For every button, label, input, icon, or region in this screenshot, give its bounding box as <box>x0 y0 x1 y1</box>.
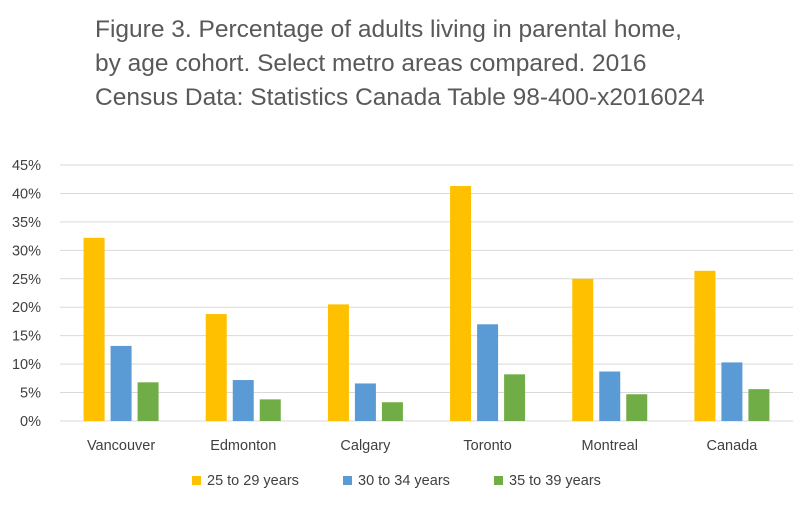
bar-canada-30-to-34-years <box>721 362 743 421</box>
bar-montreal-25-to-29-years <box>572 278 594 421</box>
title-line-3: Census Data: Statistics Canada Table 98-… <box>95 84 705 111</box>
bar-canada-25-to-29-years <box>694 270 716 421</box>
legend-swatch <box>192 476 201 485</box>
y-tick-label: 40% <box>12 186 41 202</box>
y-tick-label: 25% <box>12 272 41 288</box>
title-line-2: by age cohort. Select metro areas compar… <box>95 50 647 77</box>
x-category-label: Vancouver <box>87 438 155 454</box>
legend: 25 to 29 years 30 to 34 years 35 to 39 yea… <box>192 473 601 489</box>
y-tick-label: 5% <box>20 386 41 402</box>
bar-calgary-30-to-34-years <box>354 383 376 421</box>
x-category-label: Toronto <box>463 438 511 454</box>
bar-toronto-30-to-34-years <box>477 324 499 421</box>
x-category-label: Edmonton <box>210 438 276 454</box>
x-axis-category-labels: Vancouver Edmonton Calgary Toronto Montreal C… <box>87 438 758 454</box>
y-tick-label: 10% <box>12 357 41 373</box>
y-tick-label: 45% <box>12 158 41 174</box>
y-tick-label: 20% <box>12 300 41 316</box>
bar-vancouver-25-to-29-years <box>83 237 105 421</box>
y-tick-label: 30% <box>12 243 41 259</box>
legend-swatch <box>494 476 503 485</box>
y-tick-label: 15% <box>12 329 41 345</box>
y-axis-tick-labels: 0% 5% 10% 15% 20% 25% 30% 35% 40% 45% <box>12 158 41 430</box>
legend-label: 25 to 29 years <box>207 473 299 489</box>
y-tick-label: 35% <box>12 215 41 231</box>
bar-vancouver-30-to-34-years <box>110 345 132 421</box>
bar-calgary-25-to-29-years <box>327 304 349 421</box>
x-category-label: Calgary <box>340 438 391 454</box>
legend-label: 30 to 34 years <box>358 473 450 489</box>
bar-toronto-25-to-29-years <box>450 186 472 421</box>
bar-vancouver-35-to-39-years <box>137 382 159 421</box>
bars <box>83 186 770 421</box>
gridlines <box>60 164 793 422</box>
bar-edmonton-30-to-34-years <box>232 380 254 421</box>
bar-montreal-35-to-39-years <box>626 394 648 421</box>
bar-calgary-35-to-39-years <box>381 402 403 421</box>
y-tick-label: 0% <box>20 414 41 430</box>
bar-edmonton-35-to-39-years <box>259 399 281 421</box>
x-category-label: Montreal <box>582 438 638 454</box>
x-category-label: Canada <box>707 438 759 454</box>
bar-montreal-30-to-34-years <box>599 371 621 421</box>
legend-label: 35 to 39 years <box>509 473 601 489</box>
bar-canada-35-to-39-years <box>748 389 770 421</box>
chart-title: Figure 3. Percentage of adults living in… <box>95 16 705 111</box>
title-line-1: Figure 3. Percentage of adults living in… <box>95 16 682 43</box>
bar-edmonton-25-to-29-years <box>205 314 227 421</box>
bar-toronto-35-to-39-years <box>504 374 526 421</box>
legend-swatch <box>343 476 352 485</box>
